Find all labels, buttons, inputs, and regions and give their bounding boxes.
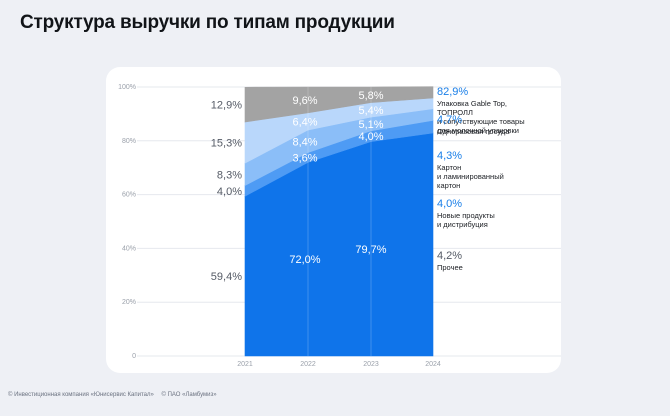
data-label-karton-2023: 5,1% <box>358 119 383 131</box>
x-tick-label: 2021 <box>237 361 253 368</box>
x-tick-label: 2023 <box>363 361 379 368</box>
legend-label-novye: Новые продукты <box>437 211 495 220</box>
data-label-prochee-2023: 5,8% <box>358 90 383 102</box>
legend-value-karton: 4,3% <box>437 150 462 162</box>
data-label-upakovka-2021: 59,4% <box>211 271 242 283</box>
legend-value-upakovka: 82,9% <box>437 86 468 98</box>
data-label-prochee-2021: 12,9% <box>211 100 242 112</box>
legend-value-prochee: 4,2% <box>437 250 462 262</box>
data-label-prochee-2022: 9,6% <box>292 95 317 107</box>
footer-copyright-2: © ПАО «Ламбумиз» <box>161 392 217 398</box>
data-label-karton-2021: 8,3% <box>217 169 242 181</box>
y-tick-label: 60% <box>122 192 136 199</box>
legend-value-novye: 4,0% <box>437 198 462 210</box>
y-tick-label: 40% <box>122 245 136 252</box>
legend-label-karton: и ламинированный <box>437 172 504 181</box>
y-tick-label: 0 <box>132 353 136 360</box>
legend-label-upakovka: Упаковка Gable Top, <box>437 99 507 108</box>
footer-copyright-1: © Инвестиционная компания «Юнисервис Кап… <box>8 392 154 398</box>
legend-value-posuda: 4,7% <box>437 114 462 126</box>
x-tick-label: 2024 <box>425 361 441 368</box>
page-title: Структура выручки по типам продукции <box>20 12 395 33</box>
legend-label-posuda: Одноразовая посуда <box>437 127 510 136</box>
data-label-upakovka-2023: 79,7% <box>355 244 386 256</box>
data-label-novye-2023: 5,4% <box>358 105 383 117</box>
legend-label-upakovka: ТОПРОЛЛ <box>437 108 473 117</box>
legend-label-karton: Картон <box>437 163 461 172</box>
legend-label-novye: и дистрибуция <box>437 220 488 229</box>
legend-label-karton: картон <box>437 181 460 190</box>
data-label-karton-2022: 8,4% <box>292 136 317 148</box>
x-tick-label: 2022 <box>300 361 316 368</box>
y-tick-label: 80% <box>122 138 136 145</box>
footer: © Инвестиционная компания «Юнисервис Кап… <box>8 392 223 398</box>
y-tick-label: 20% <box>122 299 136 306</box>
data-label-posuda-2021: 4,0% <box>217 186 242 198</box>
data-label-posuda-2023: 4,0% <box>358 131 383 143</box>
data-label-posuda-2022: 3,6% <box>292 152 317 164</box>
legend-label-upakovka: и сопутствующие товары <box>437 117 525 126</box>
data-label-novye-2021: 15,3% <box>211 138 242 150</box>
legend-label-upakovka: для молочной упаковки <box>437 126 519 135</box>
legend-label-prochee: Прочее <box>437 263 463 272</box>
data-label-upakovka-2022: 72,0% <box>289 254 320 266</box>
y-tick-label: 100% <box>118 84 136 91</box>
area-prochee <box>244 86 434 123</box>
data-label-novye-2022: 6,4% <box>292 116 317 128</box>
